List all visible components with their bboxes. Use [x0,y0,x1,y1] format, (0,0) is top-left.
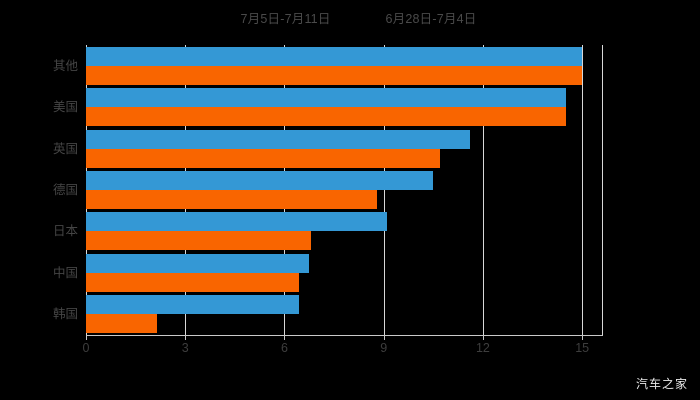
y-axis-tick-label: 日本 [52,224,78,239]
y-axis-tick-label: 其他 [52,58,78,73]
x-axis-tick-label: 15 [575,341,590,355]
x-axis-tick-label: 6 [280,341,288,355]
watermark: 汽车之家 [635,377,688,391]
x-axis-tick-mark [86,335,87,340]
bar-1[interactable] [86,107,566,127]
bar-1[interactable] [86,65,583,85]
bar-0[interactable] [86,171,434,190]
x-axis-tick-label: 0 [82,341,90,355]
plot-right-border [602,45,603,335]
legend-item-series-1[interactable]: 6月28日-7月4日 [369,8,477,27]
bar-0[interactable] [86,129,470,149]
x-axis-tick-mark [482,335,484,340]
y-axis-tick-label: 英国 [52,141,78,156]
bar-1[interactable] [86,190,378,209]
bar-0[interactable] [86,212,387,232]
gridline [482,45,484,335]
x-axis-tick-mark [582,335,584,340]
x-axis-line [86,335,603,336]
bar-0[interactable] [86,253,310,273]
y-axis-tick-label: 中国 [52,265,78,280]
legend-label-series-1: 6月28日-7月4日 [385,12,477,26]
legend-item-series-0[interactable]: 7月5日-7月11日 [224,8,331,27]
x-axis-tick-label: 9 [380,341,388,355]
y-axis-tick-label: 美国 [52,100,78,115]
y-axis-tick-label: 德国 [52,183,78,197]
y-axis-tick-label: 韩国 [52,307,78,322]
gridline [383,45,385,335]
x-axis-tick-mark [383,335,385,340]
plot-area [86,45,603,335]
legend-label-series-0: 7月5日-7月11日 [240,12,331,26]
bar-0[interactable] [86,46,583,66]
bar-1[interactable] [86,272,300,292]
bar-0[interactable] [86,88,566,108]
gridline [582,45,584,335]
x-axis-tick-mark [185,335,187,340]
legend-marker-circle-icon [224,13,234,23]
chart-legend: 7月5日-7月11日 6月28日-7月4日 [0,8,700,27]
bar-1[interactable] [86,231,311,251]
bar-0[interactable] [86,295,300,315]
legend-marker-square-icon [369,13,379,23]
x-axis-tick-label: 12 [475,341,490,355]
x-axis-tick-label: 3 [181,341,189,355]
bar-1[interactable] [86,314,158,334]
x-axis-tick-mark [284,335,286,340]
bar-1[interactable] [86,148,440,168]
